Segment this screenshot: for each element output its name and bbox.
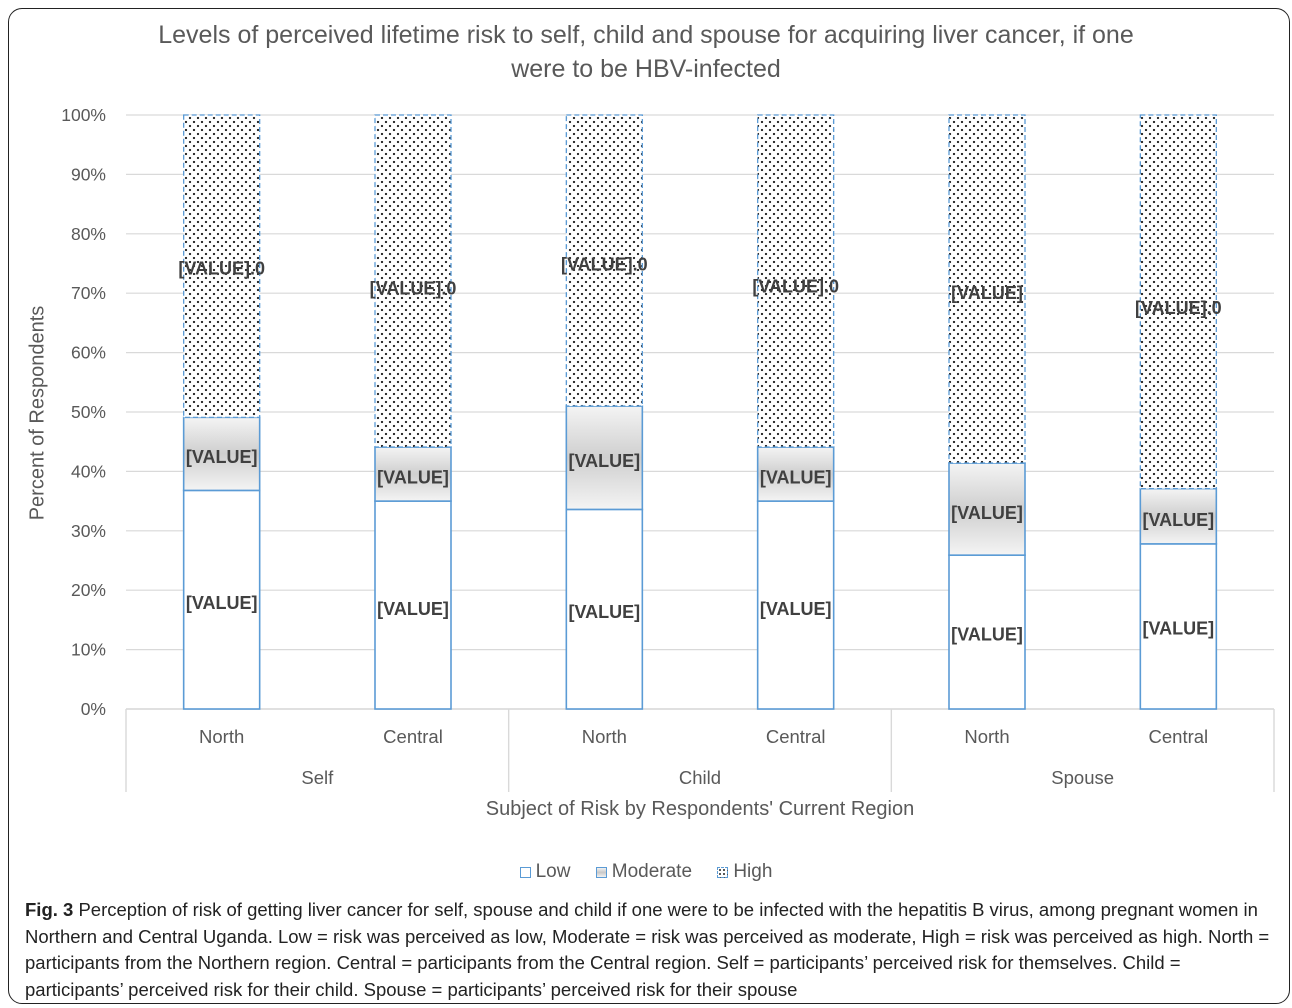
bar-segment-moderate bbox=[182, 416, 261, 492]
data-label-low: [VALUE] bbox=[951, 625, 1023, 645]
bar-segment-low bbox=[1139, 543, 1218, 710]
x-category-label: North bbox=[582, 726, 627, 747]
x-group-label: Spouse bbox=[1051, 767, 1114, 788]
data-label-moderate: [VALUE] bbox=[568, 451, 640, 471]
bar-segment-low bbox=[948, 554, 1026, 710]
data-label-high: [VALUE].0 bbox=[178, 259, 265, 279]
legend-label-moderate: Moderate bbox=[611, 861, 693, 882]
bar-segment-moderate bbox=[1139, 487, 1218, 545]
x-category-label: North bbox=[199, 726, 244, 747]
data-label-moderate: [VALUE] bbox=[186, 447, 258, 467]
data-label-moderate: [VALUE] bbox=[760, 468, 832, 488]
y-tick-label: 40% bbox=[71, 461, 106, 481]
chart-plot-area: 0% 10% 20% 30% 40% 50% 60% 70% 80% 90% 100% [VALUE]… bbox=[61, 105, 1275, 792]
chart-title: Levels of perceived lifetime risk to sel… bbox=[158, 21, 1134, 83]
y-tick-label: 60% bbox=[71, 343, 106, 363]
bar-segment-moderate bbox=[948, 462, 1026, 556]
legend-item-high: High bbox=[717, 861, 772, 883]
x-category-label: Central bbox=[383, 726, 443, 747]
y-tick-label: 10% bbox=[71, 640, 106, 660]
bar-segment-low bbox=[374, 500, 452, 710]
y-tick-label: 30% bbox=[71, 521, 106, 541]
x-category-label: Central bbox=[766, 726, 826, 747]
y-tick-label: 0% bbox=[81, 699, 106, 719]
legend-swatch-high bbox=[717, 866, 729, 878]
caption-figure-number: Fig. 3 bbox=[25, 899, 74, 920]
y-tick-label: 50% bbox=[71, 402, 106, 422]
bar-segment-high bbox=[565, 114, 643, 407]
bar-segment-high bbox=[948, 114, 1026, 464]
figure-frame bbox=[8, 8, 1290, 1004]
data-label-moderate: [VALUE] bbox=[377, 468, 449, 488]
data-label-low: [VALUE] bbox=[377, 599, 449, 619]
x-group-label: Child bbox=[679, 767, 721, 788]
data-label-high: [VALUE].0 bbox=[752, 276, 839, 296]
x-group-label: Self bbox=[301, 767, 334, 788]
bar-segment-high bbox=[1139, 114, 1217, 490]
legend: Low Moderate High bbox=[0, 861, 1292, 884]
caption-text: Perception of risk of getting liver canc… bbox=[25, 899, 1270, 1000]
y-tick-label: 20% bbox=[71, 580, 106, 600]
legend-swatch-moderate bbox=[595, 866, 607, 878]
data-label-low: [VALUE] bbox=[1142, 619, 1214, 639]
bar-segment-high bbox=[183, 114, 261, 418]
legend-label-low: Low bbox=[535, 861, 571, 882]
x-category-label: North bbox=[964, 726, 1009, 747]
bar-segment-high bbox=[374, 114, 452, 448]
legend-item-moderate: Moderate bbox=[595, 861, 693, 883]
y-tick-label: 80% bbox=[71, 224, 106, 244]
legend-item-low: Low bbox=[519, 861, 571, 883]
bar-segment-low bbox=[182, 489, 261, 710]
bar-segment-high bbox=[757, 114, 835, 448]
data-label-low: [VALUE] bbox=[186, 593, 258, 613]
figure-caption: Fig. 3 Perception of risk of getting liv… bbox=[25, 897, 1275, 1003]
data-label-moderate: [VALUE] bbox=[1142, 510, 1214, 530]
bar-segment-low bbox=[756, 500, 835, 710]
data-label-high: [VALUE].0 bbox=[370, 278, 457, 298]
x-category-label: Central bbox=[1149, 726, 1209, 747]
data-label-low: [VALUE] bbox=[568, 602, 640, 622]
legend-swatch-low bbox=[519, 866, 531, 878]
data-label-moderate: [VALUE] bbox=[951, 503, 1023, 523]
bar-segment-low bbox=[565, 508, 644, 710]
y-tick-label: 90% bbox=[71, 164, 106, 184]
legend-label-high: High bbox=[733, 861, 773, 882]
data-label-high: [VALUE].0 bbox=[561, 255, 648, 275]
bar-segment-moderate bbox=[374, 446, 452, 502]
y-tick-label: 70% bbox=[71, 283, 106, 303]
y-tick-label: 100% bbox=[61, 105, 106, 125]
data-label-high: [VALUE] bbox=[951, 283, 1023, 303]
data-label-low: [VALUE] bbox=[760, 599, 832, 619]
x-axis-label: Subject of Risk by Respondents' Current … bbox=[485, 798, 915, 820]
data-label-high: [VALUE].0 bbox=[1135, 298, 1222, 318]
